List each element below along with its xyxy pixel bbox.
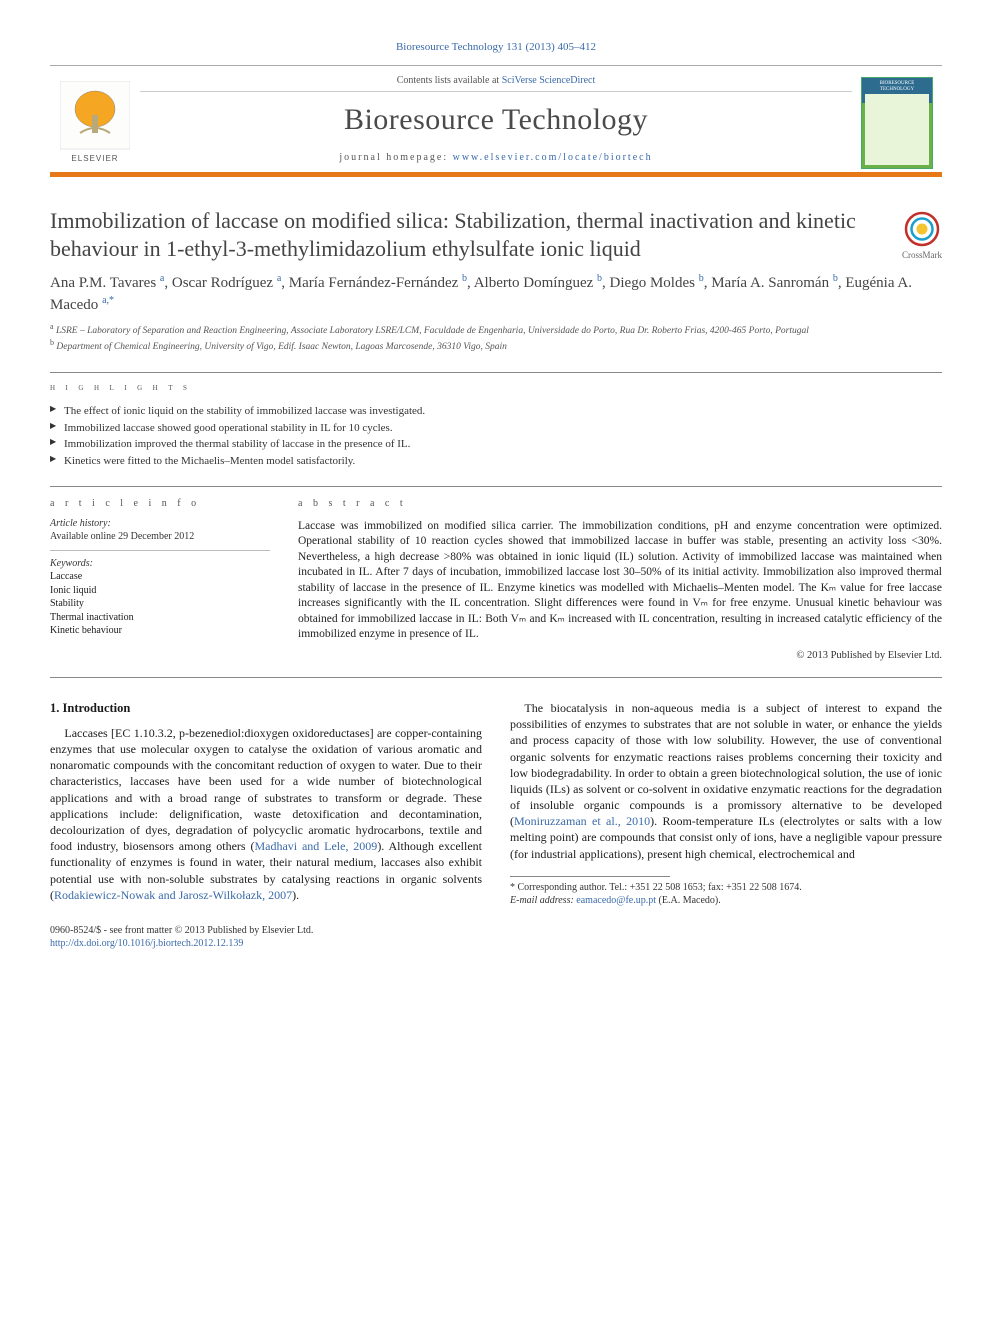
citation-link[interactable]: Bioresource Technology 131 (2013) 405–41… [396, 41, 596, 53]
title-block: Immobilization of laccase on modified si… [50, 207, 942, 262]
article-history-block: Article history: Available online 29 Dec… [50, 517, 270, 551]
cover-title: BIORESOURCE TECHNOLOGY [865, 81, 929, 92]
keywords-label: Keywords: [50, 557, 270, 571]
crossmark-icon [904, 211, 940, 247]
article-body: 1. Introduction Laccases [EC 1.10.3.2, p… [50, 700, 942, 908]
citation-link[interactable]: Moniruzzaman et al., 2010 [514, 814, 650, 828]
highlight-item: Immobilization improved the thermal stab… [50, 436, 942, 453]
corresponding-note: * Corresponding author. Tel.: +351 22 50… [510, 881, 942, 895]
highlights-list: The effect of ionic liquid on the stabil… [50, 403, 942, 470]
journal-homepage: journal homepage: www.elsevier.com/locat… [140, 151, 852, 173]
article-info: a r t i c l e i n f o Article history: A… [50, 497, 270, 663]
abstract-body: Laccase was immobilized on modified sili… [298, 519, 942, 643]
citation-link[interactable]: Rodakiewicz-Nowak and Jarosz-Wilkołazk, … [54, 888, 292, 902]
citation-line: Bioresource Technology 131 (2013) 405–41… [50, 40, 942, 55]
cover-region: BIORESOURCE TECHNOLOGY [852, 77, 942, 169]
page-footer: 0960-8524/$ - see front matter © 2013 Pu… [50, 924, 942, 951]
contents-prefix: Contents lists available at [397, 75, 502, 86]
keyword: Laccase [50, 570, 270, 584]
history-label: Article history: [50, 517, 270, 531]
journal-masthead: ELSEVIER Contents lists available at Sci… [50, 65, 942, 178]
article-info-heading: a r t i c l e i n f o [50, 497, 270, 511]
footnotes: * Corresponding author. Tel.: +351 22 50… [510, 881, 942, 908]
body-paragraph: Laccases [EC 1.10.3.2, p-bezenediol:diox… [50, 725, 482, 903]
abstract-heading: a b s t r a c t [298, 497, 942, 511]
affiliation-b: b Department of Chemical Engineering, Un… [50, 338, 942, 354]
publisher-logo-region: ELSEVIER [50, 81, 140, 166]
crossmark-label: CrossMark [902, 249, 942, 261]
affiliation-a: a LSRE – Laboratory of Separation and Re… [50, 322, 942, 338]
keyword: Thermal inactivation [50, 611, 270, 625]
cover-body [865, 94, 929, 165]
abstract: a b s t r a c t Laccase was immobilized … [298, 497, 942, 663]
email-link[interactable]: eamacedo@fe.up.pt [576, 895, 656, 906]
keywords-list: Laccase Ionic liquid Stability Thermal i… [50, 570, 270, 638]
citation-link[interactable]: Madhavi and Lele, 2009 [254, 839, 377, 853]
keyword: Kinetic behaviour [50, 624, 270, 638]
highlight-item: Immobilized laccase showed good operatio… [50, 420, 942, 437]
homepage-prefix: journal homepage: [339, 152, 452, 163]
rule [50, 372, 942, 373]
masthead-center: Contents lists available at SciVerse Sci… [140, 74, 852, 173]
email-note: E-mail address: eamacedo@fe.up.pt (E.A. … [510, 894, 942, 908]
highlight-item: Kinetics were fitted to the Michaelis–Me… [50, 453, 942, 470]
journal-name: Bioresource Technology [140, 100, 852, 141]
affiliations: a LSRE – Laboratory of Separation and Re… [50, 322, 942, 354]
contents-line: Contents lists available at SciVerse Sci… [140, 74, 852, 93]
section-heading: 1. Introduction [50, 700, 482, 717]
highlight-item: The effect of ionic liquid on the stabil… [50, 403, 942, 420]
journal-cover-thumb: BIORESOURCE TECHNOLOGY [861, 77, 933, 169]
abstract-copyright: © 2013 Published by Elsevier Ltd. [298, 649, 942, 663]
issn-line: 0960-8524/$ - see front matter © 2013 Pu… [50, 924, 313, 938]
footnote-rule [510, 876, 670, 877]
homepage-link[interactable]: www.elsevier.com/locate/biortech [453, 152, 653, 163]
masthead-row: ELSEVIER Contents lists available at Sci… [50, 74, 942, 173]
keyword: Ionic liquid [50, 584, 270, 598]
info-abstract-row: a r t i c l e i n f o Article history: A… [50, 486, 942, 678]
publisher-name: ELSEVIER [71, 154, 118, 163]
highlights-heading: h i g h l i g h t s [50, 381, 942, 395]
highlights-section: h i g h l i g h t s The effect of ionic … [50, 381, 942, 470]
footer-left: 0960-8524/$ - see front matter © 2013 Pu… [50, 924, 313, 951]
keywords-block: Keywords: Laccase Ionic liquid Stability… [50, 557, 270, 638]
doi-link[interactable]: http://dx.doi.org/10.1016/j.biortech.201… [50, 938, 243, 949]
elsevier-logo: ELSEVIER [60, 81, 130, 166]
sciencedirect-link[interactable]: SciVerse ScienceDirect [502, 75, 596, 86]
article-title: Immobilization of laccase on modified si… [50, 207, 882, 262]
author-list: Ana P.M. Tavares a, Oscar Rodríguez a, M… [50, 272, 942, 316]
crossmark-widget[interactable]: CrossMark [902, 211, 942, 261]
body-paragraph: The biocatalysis in non-aqueous media is… [510, 700, 942, 862]
keyword: Stability [50, 597, 270, 611]
history-line: Available online 29 December 2012 [50, 530, 270, 544]
